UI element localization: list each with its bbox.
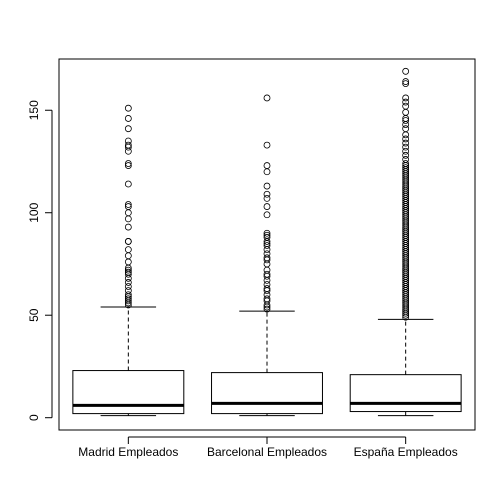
y-tick-label: 100 [27, 202, 41, 222]
outlier-point [402, 143, 410, 151]
outlier-point [263, 94, 271, 102]
outlier-point [402, 135, 410, 143]
interquartile-box [349, 374, 462, 413]
outlier-point [124, 287, 132, 295]
x-axis: Madrid Empleados Barcelonal Empleados Espa… [78, 436, 458, 459]
outlier-point [124, 104, 132, 112]
outlier-point [402, 78, 410, 85]
outlier-point [402, 117, 410, 124]
x-tick-label: Madrid Empleados [78, 445, 178, 459]
outlier-point [124, 162, 132, 169]
outlier-point [263, 295, 271, 303]
outlier-point [263, 305, 271, 313]
outlier-point [263, 182, 271, 190]
outlier-point [263, 141, 271, 149]
outlier-point [124, 291, 132, 299]
box-group [72, 104, 185, 417]
outlier-point [263, 250, 271, 258]
outlier-point [263, 242, 271, 249]
x-tick-label: Barcelonal Empleados [207, 445, 327, 459]
outlier-point [263, 194, 271, 202]
outlier-point [402, 151, 410, 159]
outlier-point [402, 98, 410, 106]
box-group [211, 94, 323, 417]
outlier-point [402, 147, 410, 155]
outlier-point [263, 281, 271, 288]
outlier-point [263, 231, 271, 239]
outlier-point [263, 190, 271, 198]
outlier-point [402, 139, 410, 147]
x-tick-label: España Empleados [354, 445, 458, 459]
outlier-point [124, 125, 132, 133]
outlier-point [124, 203, 132, 210]
outlier-point [263, 254, 271, 262]
outlier-point [263, 229, 271, 237]
outlier-point [263, 285, 271, 292]
outlier-point [124, 160, 132, 167]
outlier-point [124, 141, 132, 149]
outlier-point [263, 233, 271, 241]
plot-frame [58, 58, 476, 431]
outlier-point [124, 238, 132, 245]
y-tick-label: 150 [27, 100, 41, 120]
outlier-point [263, 162, 271, 169]
outlier-point [263, 203, 271, 210]
outlier-point [124, 223, 132, 231]
outlier-point [402, 94, 410, 102]
y-axis: 0 50 100 150 [27, 100, 53, 421]
outlier-point [124, 279, 132, 286]
interquartile-box [211, 372, 323, 415]
outlier-point [124, 137, 132, 145]
outlier-point [402, 160, 410, 167]
outlier-point [402, 156, 410, 163]
outlier-point [124, 246, 132, 254]
box-group [349, 67, 462, 417]
outlier-point [402, 164, 410, 172]
outlier-point [402, 80, 410, 87]
outlier-point [263, 211, 271, 219]
interquartile-box [72, 370, 185, 415]
outlier-point [124, 266, 132, 274]
outlier-point [124, 180, 132, 188]
plot-area [72, 67, 462, 417]
outlier-point [124, 268, 132, 276]
outlier-point [124, 283, 132, 290]
outlier-point [124, 115, 132, 122]
y-tick-label: 50 [27, 308, 41, 322]
outlier-point [402, 67, 410, 75]
outlier-point [124, 295, 132, 303]
outlier-point [402, 125, 410, 133]
outlier-point [263, 270, 271, 278]
outlier-point [402, 102, 410, 110]
outlier-point [124, 201, 132, 208]
y-tick-label: 0 [27, 414, 41, 421]
